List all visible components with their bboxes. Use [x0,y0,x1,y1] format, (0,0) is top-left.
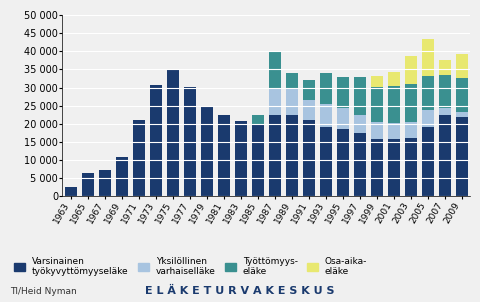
Bar [371,139,383,196]
Bar [456,78,468,112]
Bar [252,124,264,196]
Bar [302,120,315,196]
Bar [64,187,77,196]
Bar [456,112,468,117]
Text: TI/Heid Nyman: TI/Heid Nyman [10,287,76,296]
Bar [439,108,451,115]
Bar [217,115,230,196]
Bar [268,51,281,88]
Bar [387,86,400,123]
Bar [167,69,179,196]
Bar [150,85,162,196]
Bar [371,87,383,122]
Bar [116,157,128,196]
Bar [421,76,434,110]
Bar [439,115,451,196]
Bar [320,127,332,196]
Bar [405,122,417,138]
Bar [387,123,400,140]
Bar [405,138,417,196]
Bar [354,77,366,115]
Bar [371,76,383,87]
Bar [320,104,332,127]
Bar [336,108,349,129]
Bar [268,88,281,115]
Bar [456,54,468,78]
Bar [252,115,264,124]
Bar [302,80,315,100]
Bar [183,87,196,196]
Bar [456,117,468,196]
Bar [336,129,349,196]
Bar [439,60,451,75]
Bar [201,106,213,196]
Bar [421,127,434,196]
Bar [82,173,94,196]
Bar [387,140,400,196]
Bar [98,170,111,196]
Bar [286,73,298,89]
Bar [235,121,247,196]
Bar [268,115,281,196]
Bar [132,120,145,196]
Bar [286,89,298,115]
Bar [421,110,434,127]
Bar [387,72,400,86]
Text: E L Ä K E T U R V A K E S K U S: E L Ä K E T U R V A K E S K U S [145,286,335,297]
Bar [439,75,451,108]
Bar [336,77,349,108]
Bar [354,133,366,196]
Bar [371,122,383,139]
Bar [354,115,366,133]
Bar [405,56,417,84]
Bar [302,100,315,120]
Bar [421,39,434,76]
Bar [320,73,332,104]
Bar [286,115,298,196]
Bar [405,84,417,122]
Legend: Varsinainen
työkyvyttömyyseläke, Yksilöllinen
varhaiselläke, Työttömyys-
eläke, : Varsinainen työkyvyttömyyseläke, Yksilöl… [14,257,367,276]
